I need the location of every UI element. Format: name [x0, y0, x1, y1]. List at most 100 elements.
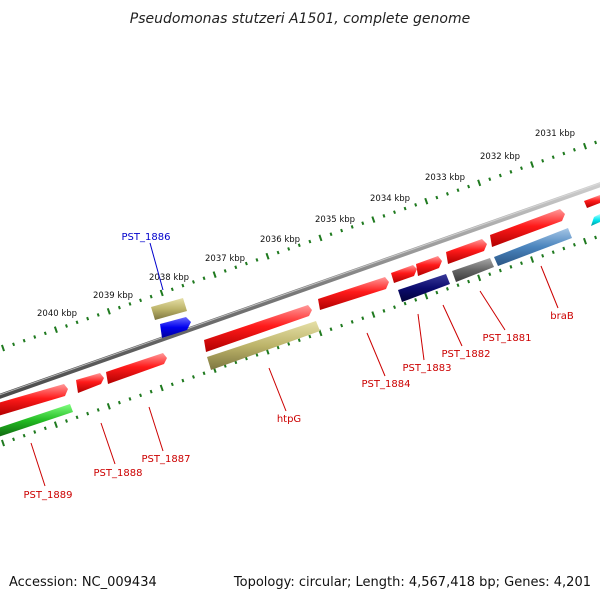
ruler-minor-tick	[287, 342, 291, 346]
map-title: Pseudomonas stutzeri A1501, complete gen…	[130, 11, 470, 27]
ruler-minor-tick	[488, 272, 492, 277]
ruler-minor-tick	[65, 324, 68, 328]
ruler-major-tick	[424, 197, 429, 205]
ruler-minor-tick	[456, 188, 460, 193]
genome-summary-text: Topology: circular; Length: 4,567,418 bp…	[233, 575, 591, 590]
ruler-minor-tick	[244, 261, 248, 266]
ruler-minor-tick	[33, 430, 37, 434]
ruler-minor-tick	[117, 305, 121, 310]
ruler-minor-tick	[308, 239, 312, 244]
ruler-minor-tick	[96, 408, 100, 412]
ruler-label-2038: 2038 kbp	[149, 273, 189, 283]
ruler-minor-tick	[562, 151, 566, 156]
gene-feature[interactable]	[0, 404, 73, 437]
gene-feature[interactable]	[391, 265, 417, 283]
ruler-minor-tick	[467, 184, 471, 189]
ruler-minor-tick	[520, 261, 523, 266]
gene-feature[interactable]	[584, 195, 600, 208]
ruler-minor-tick	[170, 382, 174, 387]
ruler-minor-tick	[498, 268, 502, 273]
ruler-label-2037: 2037 kbp	[205, 254, 245, 264]
gene-feature[interactable]	[151, 298, 187, 320]
ruler-minor-tick	[75, 320, 79, 325]
gene-feature[interactable]	[416, 256, 442, 276]
leader-pst-1886	[149, 242, 164, 291]
ruler-major-tick	[530, 256, 535, 263]
ruler-major-tick	[477, 179, 482, 187]
ruler-minor-tick	[276, 250, 280, 255]
ruler-major-tick	[1, 439, 5, 447]
ruler-minor-tick	[403, 206, 407, 211]
ruler-major-tick	[424, 292, 429, 300]
ruler-major-tick	[106, 307, 111, 315]
gene-label-brab[interactable]: braB	[550, 311, 574, 322]
gene-label-pst-1882[interactable]: PST_1882	[442, 349, 491, 360]
ruler-minor-tick	[43, 426, 47, 431]
leader-pst-1881	[479, 290, 506, 331]
gene-feature[interactable]	[591, 214, 600, 226]
gene-label-pst-1886[interactable]: PST_1886	[122, 232, 171, 243]
leader-pst-1887	[148, 406, 164, 452]
ruler-minor-tick	[361, 316, 365, 321]
ruler-minor-tick	[117, 400, 121, 405]
leader-pst-1889	[30, 442, 46, 487]
ruler-minor-tick	[308, 334, 312, 339]
ruler-label-2034: 2034 kbp	[370, 194, 410, 204]
ruler-major-tick	[530, 161, 535, 168]
ruler-minor-tick	[594, 235, 598, 240]
leader-pst-1884	[366, 332, 386, 377]
ruler-minor-tick	[435, 195, 439, 200]
gene-label-pst-1881[interactable]: PST_1881	[483, 333, 532, 344]
gene-label-pst-1889[interactable]: PST_1889	[24, 490, 73, 501]
gene-label-pst-1884[interactable]: PST_1884	[362, 379, 411, 390]
gene-feature[interactable]	[490, 209, 565, 247]
ruler-minor-tick	[350, 225, 354, 229]
leader-pst-1888	[100, 422, 116, 465]
ruler-minor-tick	[340, 323, 344, 328]
ruler-minor-tick	[445, 192, 449, 196]
ruler-minor-tick	[445, 287, 449, 291]
gene-label-htpg[interactable]: htpG	[277, 414, 301, 425]
ruler-minor-tick	[435, 290, 439, 295]
ruler-minor-tick	[139, 298, 143, 303]
gene-feature[interactable]	[106, 353, 167, 384]
ruler-minor-tick	[244, 356, 248, 361]
ruler-minor-tick	[594, 140, 598, 145]
gene-feature[interactable]	[446, 239, 487, 264]
ruler-minor-tick	[12, 342, 16, 347]
ruler-label-2036: 2036 kbp	[260, 235, 300, 245]
ruler-minor-tick	[149, 389, 153, 394]
ruler-major-tick	[583, 142, 587, 150]
gene-label-pst-1888[interactable]: PST_1888	[94, 468, 143, 479]
gene-feature[interactable]	[160, 317, 191, 338]
leader-pst-1882	[442, 304, 463, 347]
ruler-major-tick	[159, 289, 164, 297]
ruler-minor-tick	[22, 338, 26, 343]
gene-feature[interactable]	[0, 384, 68, 416]
gene-feature[interactable]	[204, 305, 312, 352]
ruler-minor-tick	[467, 279, 471, 284]
ruler-minor-tick	[297, 243, 301, 248]
gene-label-pst-1883[interactable]: PST_1883	[403, 363, 452, 374]
ruler-minor-tick	[520, 166, 523, 171]
gene-feature[interactable]	[207, 321, 320, 370]
ruler-major-tick	[371, 311, 376, 318]
gene-feature[interactable]	[452, 258, 494, 282]
ruler-minor-tick	[202, 371, 206, 376]
ruler-major-tick	[583, 237, 587, 245]
ruler-minor-tick	[276, 345, 280, 350]
gene-feature[interactable]	[318, 277, 389, 310]
gene-feature[interactable]	[494, 228, 572, 266]
ruler-major-tick	[318, 234, 323, 242]
label-leaders	[30, 242, 559, 487]
leader-htpg	[268, 367, 287, 412]
ruler-major-tick	[159, 384, 164, 392]
ruler-minor-tick	[350, 320, 354, 324]
ruler-major-tick	[1, 344, 5, 352]
gene-feature[interactable]	[76, 373, 104, 393]
ruler-minor-tick	[287, 247, 291, 251]
ruler-minor-tick	[43, 331, 47, 336]
gene-label-pst-1887[interactable]: PST_1887	[142, 454, 191, 465]
gene-feature[interactable]	[398, 274, 450, 302]
